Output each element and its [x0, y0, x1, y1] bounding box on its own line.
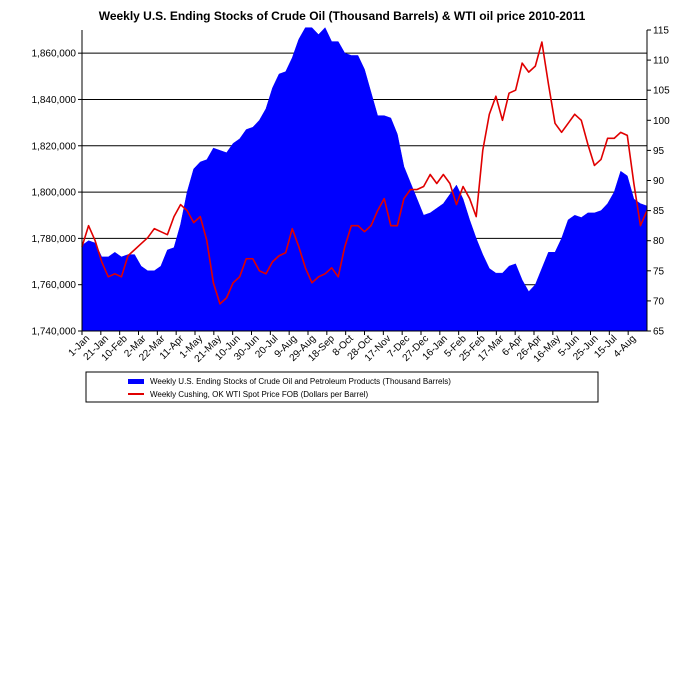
- left-axis-tick-label: 1,760,000: [32, 280, 77, 291]
- left-axis-tick-label: 1,820,000: [32, 141, 77, 152]
- chart-title: Weekly U.S. Ending Stocks of Crude Oil (…: [99, 9, 586, 23]
- right-axis-tick-label: 85: [653, 206, 665, 217]
- right-axis-tick-label: 105: [653, 86, 670, 97]
- legend-swatch-stocks: [128, 379, 144, 384]
- right-axis-tick-label: 110: [653, 56, 669, 67]
- right-axis-tick-label: 115: [653, 26, 669, 37]
- right-axis-tick-label: 65: [653, 327, 665, 338]
- right-axis-tick-label: 80: [653, 236, 665, 247]
- wti-price-line-series: [81, 41, 648, 305]
- left-axis-tick-label: 1,800,000: [32, 188, 77, 199]
- right-axis-tick-label: 75: [653, 266, 665, 277]
- left-axis-tick-label: 1,740,000: [32, 327, 77, 338]
- legend-box: [85, 371, 599, 403]
- stocks-area: [81, 27, 648, 332]
- legend-label-wti: Weekly Cushing, OK WTI Spot Price FOB (D…: [150, 390, 368, 399]
- legend-label-stocks: Weekly U.S. Ending Stocks of Crude Oil a…: [150, 377, 451, 386]
- right-axis-tick-label: 100: [653, 116, 670, 127]
- stocks-area-series: [81, 27, 648, 332]
- right-axis-tick-label: 95: [653, 146, 665, 157]
- wti-price-line: [81, 41, 648, 305]
- legend: Weekly U.S. Ending Stocks of Crude Oil a…: [85, 371, 599, 403]
- right-axis-tick-label: 70: [653, 296, 665, 307]
- left-axis-tick-label: 1,840,000: [32, 95, 77, 106]
- right-axis-tick-label: 90: [653, 176, 665, 187]
- left-axis-tick-label: 1,860,000: [32, 49, 77, 60]
- left-axis-tick-label: 1,780,000: [32, 234, 77, 245]
